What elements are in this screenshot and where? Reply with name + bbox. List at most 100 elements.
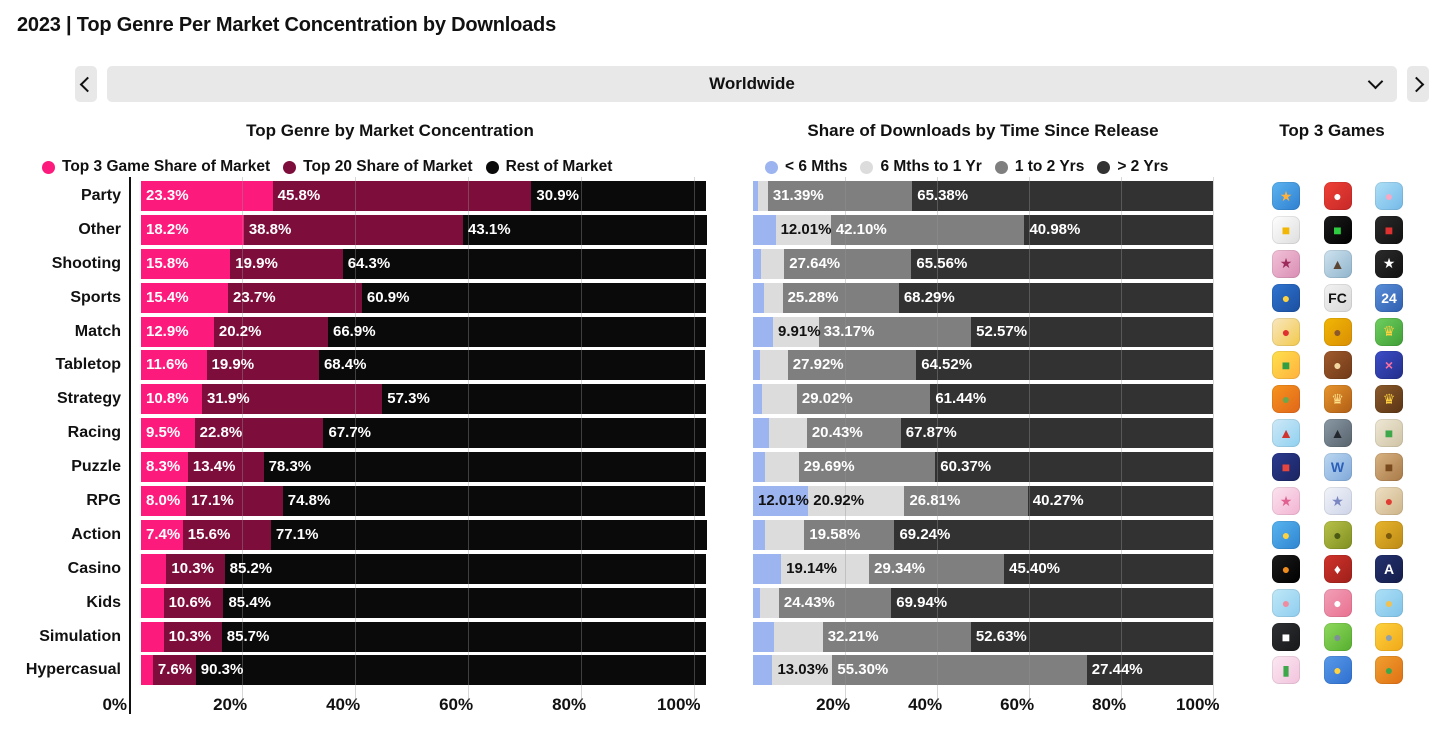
- bar-value-label: 27.92%: [792, 356, 844, 374]
- bar-segment: [769, 418, 807, 449]
- bar-value-label: 65.56%: [916, 254, 968, 272]
- axis-gap: [131, 588, 141, 618]
- roblox-icon[interactable]: ■: [1272, 622, 1300, 651]
- game-icon-glyph: ♛: [1331, 390, 1344, 407]
- legend-dot-icon: [485, 160, 499, 174]
- genre-label: Kids: [86, 593, 121, 611]
- temple-run-icon[interactable]: ●: [1375, 520, 1403, 549]
- stacked-bar: 19.58% 69.24%: [753, 519, 1213, 550]
- bar-value-label: 7.4%: [146, 525, 181, 543]
- plants-vs-zombies-icon[interactable]: ●: [1272, 385, 1300, 414]
- cube-dark-icon[interactable]: ■: [1375, 215, 1403, 244]
- bar-segment: 10.3%: [163, 621, 222, 652]
- call-of-duty-icon[interactable]: ★: [1375, 249, 1403, 278]
- clash-of-clans-icon[interactable]: ♛: [1375, 385, 1403, 414]
- race-master-icon[interactable]: ●: [1323, 656, 1352, 685]
- bar-value-label: 13.03%: [777, 661, 829, 679]
- chart-row: 20.43% 67.87%: [753, 418, 1213, 449]
- genshin-impact-icon[interactable]: ★: [1323, 487, 1352, 516]
- chevron-left-icon: [79, 76, 96, 92]
- bar-segment: [764, 519, 805, 550]
- game-icon-glyph: ●: [1384, 662, 1394, 679]
- ludo-king-icon[interactable]: ■: [1272, 351, 1300, 380]
- chart-row: Other 18.2% 38.8% 43.1%: [0, 214, 707, 245]
- bar-segment: 29.02%: [796, 384, 931, 415]
- game-icon-glyph: ●: [1333, 628, 1342, 645]
- games-column-title: Top 3 Games: [1279, 121, 1385, 140]
- stacked-bar: 23.3% 45.8% 30.9%: [141, 181, 706, 211]
- x-axis-tick-label: 100%: [657, 695, 701, 714]
- wood-block-puzzle-icon[interactable]: ■: [1375, 453, 1403, 482]
- stumble-guys-icon[interactable]: ★: [1272, 182, 1300, 210]
- axis-gap: [131, 655, 141, 685]
- 8-ball-pool-icon[interactable]: ●: [1272, 283, 1300, 312]
- hill-climb-racing-icon[interactable]: ▲: [1272, 419, 1300, 448]
- monopoly-go-icon[interactable]: ●: [1323, 182, 1352, 210]
- bar-segment: 27.92%: [787, 350, 917, 381]
- game-icon-glyph: ■: [1281, 628, 1291, 645]
- bar-value-label: 10.6%: [168, 593, 212, 611]
- bar-value-label: 23.3%: [146, 187, 189, 204]
- high-heels-icon[interactable]: ▮: [1272, 656, 1300, 685]
- bar-segment: 10.3%: [166, 553, 225, 584]
- tic-tac-toe-icon[interactable]: ×: [1375, 351, 1403, 380]
- bar-value-label: 85.2%: [229, 559, 273, 577]
- x-axis-tick-label: 80%: [1092, 695, 1127, 714]
- bar-value-label: 15.6%: [187, 525, 231, 543]
- temple-run-2-icon[interactable]: ●: [1323, 520, 1352, 549]
- bar-segment: 40.27%: [1027, 486, 1213, 517]
- pubg-mobile-icon[interactable]: ▲: [1323, 249, 1352, 278]
- x-axis-tick-label: 20%: [816, 695, 851, 714]
- stacked-bar: 12.01% 42.10% 40.98%: [753, 214, 1213, 245]
- market-dropdown[interactable]: Worldwide: [107, 66, 1397, 102]
- ea-fc-icon[interactable]: FC: [1323, 283, 1352, 312]
- stacked-bar: 20.43% 67.87%: [753, 418, 1213, 449]
- ramp-racing-icon[interactable]: ●: [1375, 656, 1403, 685]
- block-blast-icon[interactable]: ■: [1272, 453, 1300, 482]
- bar-segment: 10.6%: [163, 587, 224, 618]
- talking-tom-friends-icon[interactable]: ●: [1375, 622, 1403, 651]
- my-talking-tom-2-icon[interactable]: ●: [1323, 622, 1352, 651]
- bar-value-label: 15.4%: [146, 288, 189, 306]
- candy-crush-icon[interactable]: ●: [1272, 317, 1300, 346]
- crescent-casino-icon[interactable]: ●: [1272, 554, 1300, 583]
- shooter-pink-icon[interactable]: ★: [1272, 249, 1300, 278]
- pokemon-go-icon[interactable]: ●: [1375, 487, 1403, 516]
- garden-match-icon[interactable]: ♛: [1375, 317, 1403, 346]
- cube-solver-icon[interactable]: ■: [1323, 215, 1352, 244]
- rubiks-cube-icon[interactable]: ■: [1272, 215, 1300, 244]
- bar-segment: [759, 350, 788, 381]
- carrom-pool-icon[interactable]: ●: [1323, 351, 1352, 380]
- bar-segment: 45.40%: [1004, 553, 1213, 584]
- bar-value-label: 29.34%: [874, 559, 926, 577]
- junglee-rummy-icon[interactable]: ♦: [1323, 554, 1352, 583]
- stacked-bar: 29.69% 60.37%: [753, 452, 1213, 483]
- stacked-bar: 15.4% 23.7% 60.9%: [141, 282, 706, 313]
- game-icon-glyph: ●: [1384, 526, 1394, 543]
- smashy-road-icon[interactable]: ■: [1375, 419, 1403, 448]
- chart-row: Match 12.9% 20.2% 66.9%: [0, 316, 707, 347]
- legend-item: Top 20 Share of Market: [283, 158, 473, 176]
- prev-market-button[interactable]: [75, 66, 97, 102]
- kingdom-clash-icon[interactable]: ♛: [1323, 385, 1352, 414]
- right-chart-x-axis: 20% 40% 60% 80% 100%: [753, 695, 1223, 719]
- gold-miner-icon[interactable]: ●: [1323, 317, 1352, 346]
- next-market-button[interactable]: [1407, 66, 1429, 102]
- bar-segment: 29.34%: [869, 553, 1005, 584]
- bakery-kids-icon[interactable]: ●: [1375, 588, 1403, 617]
- piggy-go-icon[interactable]: ●: [1375, 182, 1403, 210]
- traffic-rider-icon[interactable]: ▲: [1323, 419, 1352, 448]
- toca-world-icon[interactable]: ●: [1272, 588, 1300, 617]
- bar-segment: 67.87%: [900, 418, 1213, 449]
- bar-segment: [141, 587, 164, 618]
- subway-surfers-icon[interactable]: ●: [1272, 520, 1300, 549]
- x-axis-tick-label: 40%: [326, 695, 361, 714]
- talking-angela-icon[interactable]: ●: [1323, 588, 1352, 617]
- genre-label: Sports: [70, 288, 121, 306]
- anime-rpg-icon[interactable]: ★: [1272, 487, 1300, 516]
- a23-rummy-icon[interactable]: A: [1375, 554, 1403, 583]
- words-of-wonders-icon[interactable]: W: [1323, 453, 1352, 482]
- bar-segment: 90.3%: [195, 655, 706, 686]
- bar-segment: 85.4%: [223, 587, 706, 618]
- soccer-2024-icon[interactable]: 24: [1375, 283, 1403, 312]
